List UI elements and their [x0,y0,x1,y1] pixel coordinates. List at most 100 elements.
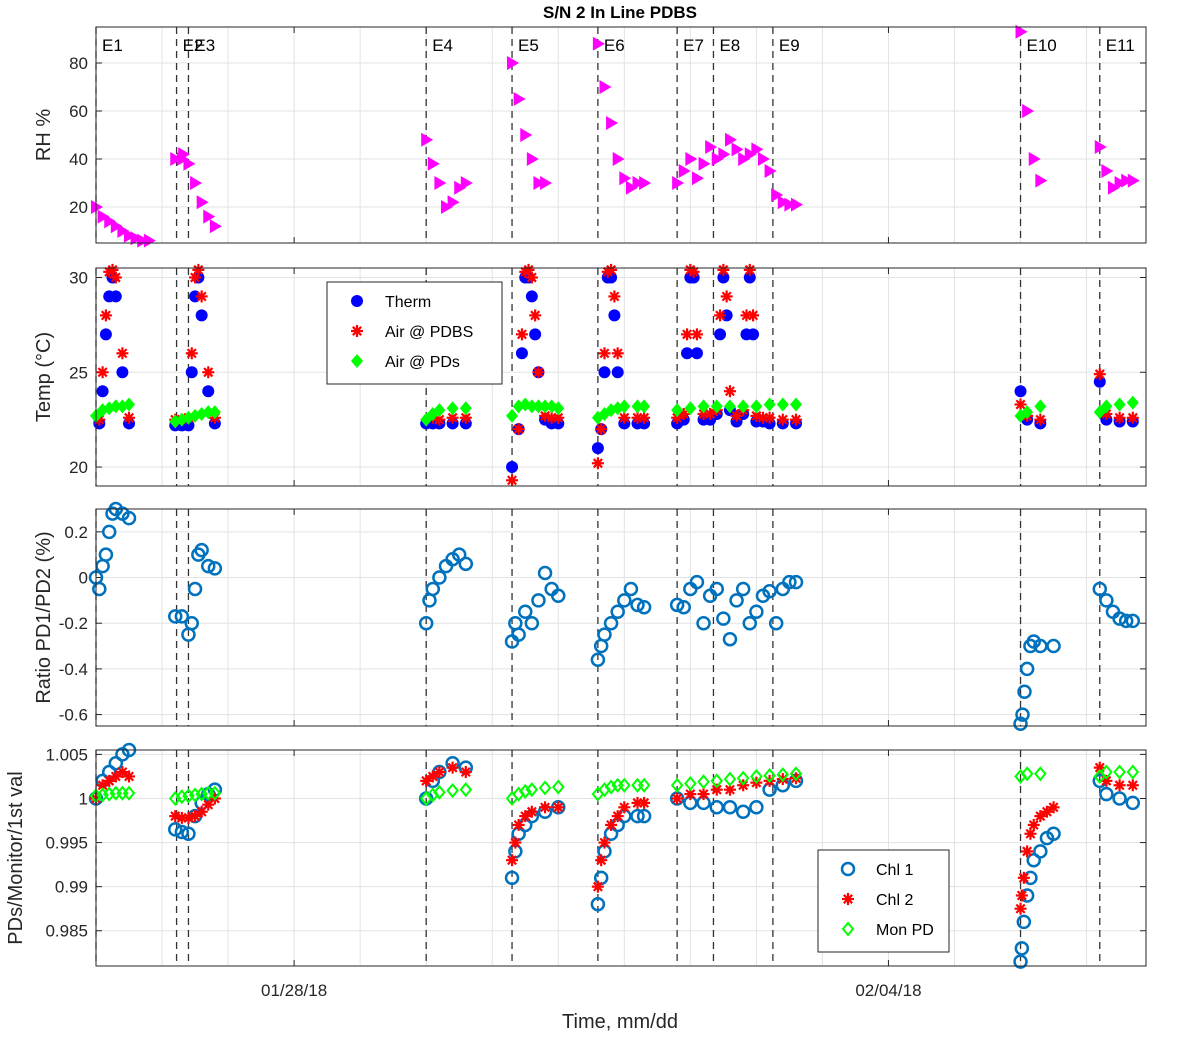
data-point [116,399,129,414]
asterisk-stroke [540,410,551,421]
data-point [130,231,143,246]
event-label: E4 [432,36,453,55]
data-point [351,295,363,307]
asterisk-stroke [513,424,524,435]
data-point [446,761,459,774]
asterisk-stroke [718,264,729,275]
data-point [99,328,112,341]
data-point [101,524,117,540]
data-point [709,581,725,597]
legend: Therm Air @ PDBS Air @ PDs [326,281,503,385]
data-point [420,774,433,787]
data-point [178,147,191,162]
asterisk-stroke [791,414,801,425]
data-point [458,556,474,572]
legend-entry-label: Mon PD [876,922,934,939]
data-point [710,783,723,796]
data-point [515,328,528,341]
data-point [590,652,606,668]
data-point [1015,707,1030,722]
asterisk-stroke [1018,872,1029,883]
data-point [618,399,631,414]
data-point [595,854,608,867]
data-point [1093,375,1106,388]
data-point [124,228,137,243]
asterisk-stroke [553,412,564,423]
asterisk-stroke [672,793,683,804]
asterisk-stroke [612,348,623,359]
event-label: E3 [194,36,215,55]
asterisk-stroke [117,767,128,778]
data-point [1033,844,1048,859]
data-point [515,347,528,360]
data-point [447,195,460,210]
data-point [209,219,222,234]
data-point [784,197,797,212]
data-point [735,804,751,819]
panel-3: -0.6 -0.4 -0.2 0 0.2 Ratio PD1/PD2 (%) [33,501,1147,731]
data-point [512,818,525,831]
data-point [418,615,434,631]
data-point [618,411,631,424]
data-point [605,263,618,276]
data-point [671,792,684,805]
y-tick-label: 20 [69,198,88,217]
data-point [525,399,538,414]
data-point [608,290,621,303]
data-point [99,309,112,322]
asterisk-stroke [196,291,207,302]
asterisk-stroke [1022,846,1033,857]
y-tick-label: 20 [69,458,88,477]
asterisk-stroke [1094,369,1105,380]
data-point [109,770,122,783]
data-point [1114,176,1127,190]
data-point [722,631,738,647]
data-point [552,401,565,416]
asterisk-stroke [186,348,197,359]
asterisk-stroke [606,264,617,275]
x-tick-label: 02/04/18 [855,981,921,1000]
data-point [736,770,750,786]
data-point [1013,954,1028,969]
data-point [696,615,711,631]
data-point [723,399,736,414]
asterisk-stroke [688,266,699,277]
data-point [632,176,645,190]
asterisk-stroke [124,412,134,423]
data-point [137,233,150,248]
asterisk-stroke [1025,828,1036,839]
data-point [747,309,760,322]
asterisk-stroke [711,784,722,795]
data-point [697,774,710,790]
y-tick-label: 0.985 [45,922,88,941]
data-point [351,325,363,337]
asterisk-stroke [1048,802,1059,813]
data-point [763,397,776,412]
asterisk-stroke [1035,414,1046,425]
data-point [1113,764,1126,780]
data-point [1015,889,1028,902]
data-point [1034,413,1047,426]
data-point [1126,779,1139,792]
asterisk-stroke [685,789,696,800]
data-point [1017,871,1030,884]
data-point [771,188,784,202]
asterisk-stroke [678,408,689,419]
data-point [669,597,685,613]
data-point [777,195,790,210]
data-point [109,399,122,414]
asterisk-stroke [434,414,445,425]
data-point [1020,766,1034,782]
data-point [511,627,526,642]
data-point [690,328,703,341]
y-tick-label: -0.2 [59,614,88,633]
data-point [618,777,631,793]
data-point [638,399,651,414]
data-point [512,423,525,436]
data-point [91,200,103,214]
data-point [123,397,136,412]
data-point [684,401,697,416]
data-point [1046,826,1061,842]
data-point [1113,779,1126,792]
asterisk-stroke [599,348,610,359]
